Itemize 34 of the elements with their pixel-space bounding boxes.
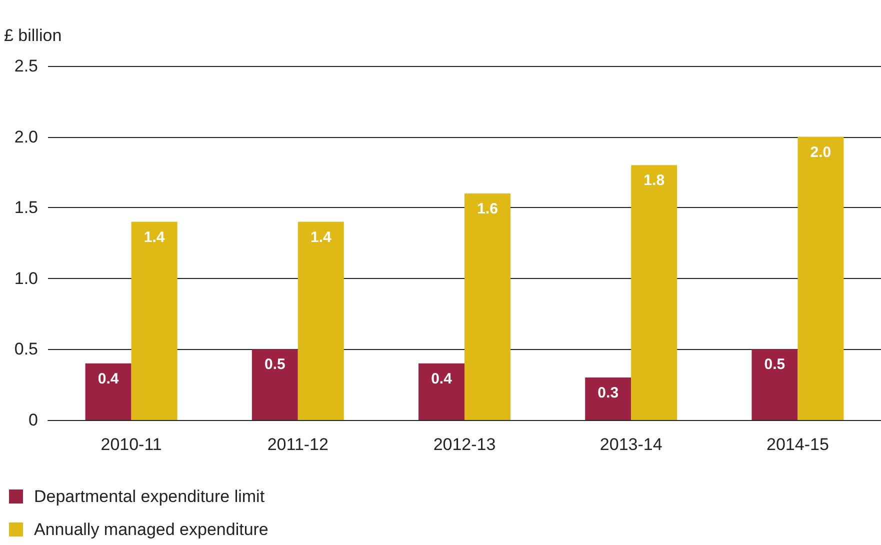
bar	[298, 222, 344, 420]
data-label: 0.5	[764, 356, 786, 374]
legend-label: Annually managed expenditure	[34, 520, 268, 539]
bar	[418, 363, 464, 420]
data-label: 1.8	[644, 172, 665, 190]
bar	[798, 136, 844, 420]
data-label: 1.4	[310, 228, 332, 246]
data-label: 1.6	[477, 200, 498, 218]
y-tick-label: 2.5	[14, 56, 38, 76]
x-tick-label: 2014-15	[766, 435, 829, 454]
x-tick-label: 2011-12	[267, 435, 328, 454]
data-label: 1.4	[144, 228, 166, 246]
y-tick-label: 1.0	[14, 268, 38, 288]
x-tick-label: 2010-11	[100, 435, 162, 454]
bar	[131, 222, 178, 420]
data-label: 0.5	[264, 356, 286, 374]
bar	[85, 363, 132, 420]
bar	[252, 349, 298, 420]
y-tick-label: 1.5	[14, 198, 38, 218]
bar	[464, 193, 510, 420]
y-tick-label: 0.5	[14, 340, 38, 359]
y-axis-title: £ billion	[4, 26, 62, 45]
y-tick-label: 0	[28, 410, 38, 430]
x-tick-label: 2012-13	[433, 435, 496, 454]
bar	[585, 378, 632, 420]
data-label: 0.4	[431, 370, 453, 388]
bar	[631, 165, 678, 420]
data-label: 2.0	[810, 144, 832, 161]
legend-label: Departmental expenditure limit	[34, 487, 265, 506]
x-tick-label: 2013-14	[600, 435, 662, 454]
bar	[752, 349, 798, 420]
y-tick-label: 2.0	[14, 127, 38, 146]
data-label: 0.4	[98, 370, 120, 388]
data-label: 0.3	[598, 384, 619, 402]
